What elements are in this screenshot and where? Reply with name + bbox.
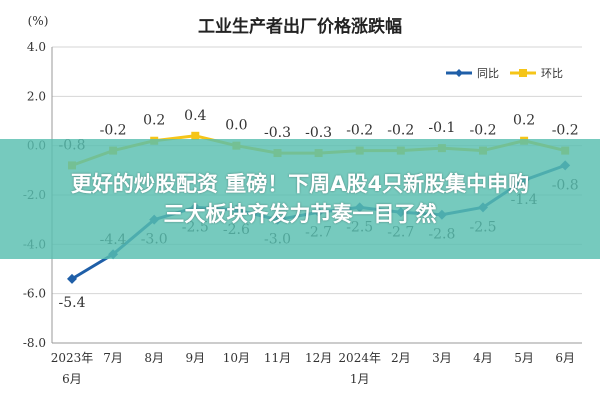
data-label-0: -5.4 — [59, 295, 86, 311]
x-tick-label: 7月 — [103, 351, 123, 365]
legend-marker-1 — [519, 69, 527, 77]
y-tick-label: -8.0 — [23, 336, 46, 350]
data-label-1: -0.3 — [305, 125, 332, 141]
x-tick-label: 1月 — [350, 372, 370, 386]
data-label-1: -0.2 — [346, 123, 373, 139]
x-tick-label: 4月 — [473, 351, 493, 365]
y-tick-label: -6.0 — [23, 287, 46, 301]
y-tick-label: 2.0 — [27, 89, 46, 103]
banner-line-2[interactable]: 三大板块齐发力节奏一目了然 — [163, 202, 437, 226]
legend-label-0: 同比 — [477, 67, 499, 80]
data-label-1: 0.2 — [143, 113, 165, 129]
banner-line-1[interactable]: 更好的炒股配资 重磅！下周A股4只新股集中申购 — [70, 172, 530, 196]
data-label-1: -0.3 — [264, 125, 291, 141]
data-label-1: -0.2 — [552, 123, 579, 139]
x-tick-label: 8月 — [144, 351, 164, 365]
data-label-1: 0.4 — [184, 108, 206, 124]
chart-title: 工业生产者出厂价格涨跌幅 — [198, 16, 402, 37]
x-tick-label: 3月 — [432, 351, 452, 365]
data-label-1: 0.0 — [225, 118, 247, 134]
data-label-1: -0.2 — [387, 123, 414, 139]
x-tick-label: 2月 — [391, 351, 411, 365]
overlay-banner[interactable]: 更好的炒股配资 重磅！下周A股4只新股集中申购 三大板块齐发力节奏一目了然 — [0, 139, 600, 259]
data-label-1: 0.2 — [513, 113, 535, 129]
data-label-1: -0.2 — [100, 123, 127, 139]
x-tick-label: 2023年 — [51, 351, 94, 365]
x-tick-label: 2024年 — [338, 351, 381, 365]
series-point-1 — [191, 131, 200, 140]
x-tick-label: 11月 — [264, 351, 291, 365]
x-tick-label: 6月 — [62, 372, 82, 386]
x-tick-label: 9月 — [185, 351, 205, 365]
x-tick-label: 12月 — [305, 351, 332, 365]
data-label-1: -0.1 — [428, 120, 455, 136]
legend-label-1: 环比 — [541, 67, 563, 80]
x-tick-label: 6月 — [555, 351, 575, 365]
y-tick-label: 4.0 — [27, 40, 46, 54]
y-unit-label: (%) — [28, 14, 49, 28]
legend-marker-0 — [455, 69, 463, 77]
x-tick-label: 10月 — [223, 351, 250, 365]
data-label-1: -0.2 — [470, 123, 497, 139]
x-tick-label: 5月 — [514, 351, 534, 365]
series-point-0 — [67, 273, 77, 284]
